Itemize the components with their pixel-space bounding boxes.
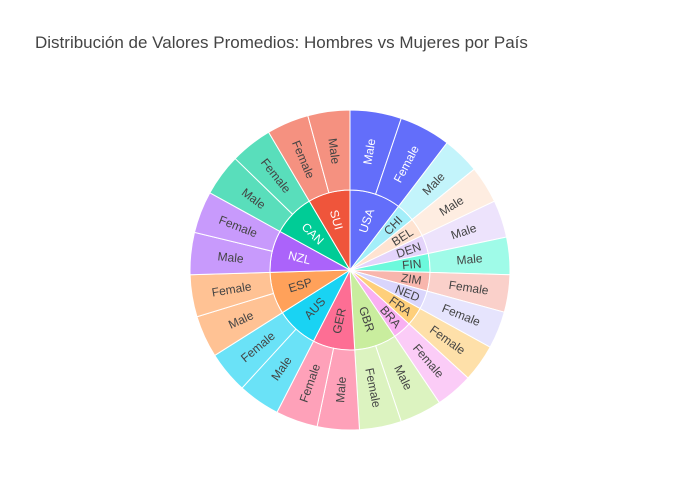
gender-segment-sui-male[interactable]	[307, 109, 351, 194]
gender-label-esp-female: Female	[211, 279, 253, 299]
country-label-fin: FIN	[401, 257, 422, 273]
gender-label-zim-female: Female	[448, 278, 490, 298]
chart-title: Distribución de Valores Promedios: Hombr…	[35, 33, 528, 52]
gender-label-fin-male: Male	[456, 251, 483, 267]
country-label-sui: SUI	[327, 208, 346, 231]
country-label-zim: ZIM	[400, 271, 423, 288]
gender-label-ger-male: Male	[333, 376, 349, 403]
gender-label-nzl-male: Male	[217, 249, 245, 266]
gender-label-usa-male: Male	[360, 137, 378, 165]
country-label-nzl: NZL	[287, 248, 313, 267]
country-label-esp: ESP	[287, 275, 314, 295]
country-label-ger: GER	[330, 306, 349, 335]
gender-label-sui-male: Male	[325, 137, 342, 165]
